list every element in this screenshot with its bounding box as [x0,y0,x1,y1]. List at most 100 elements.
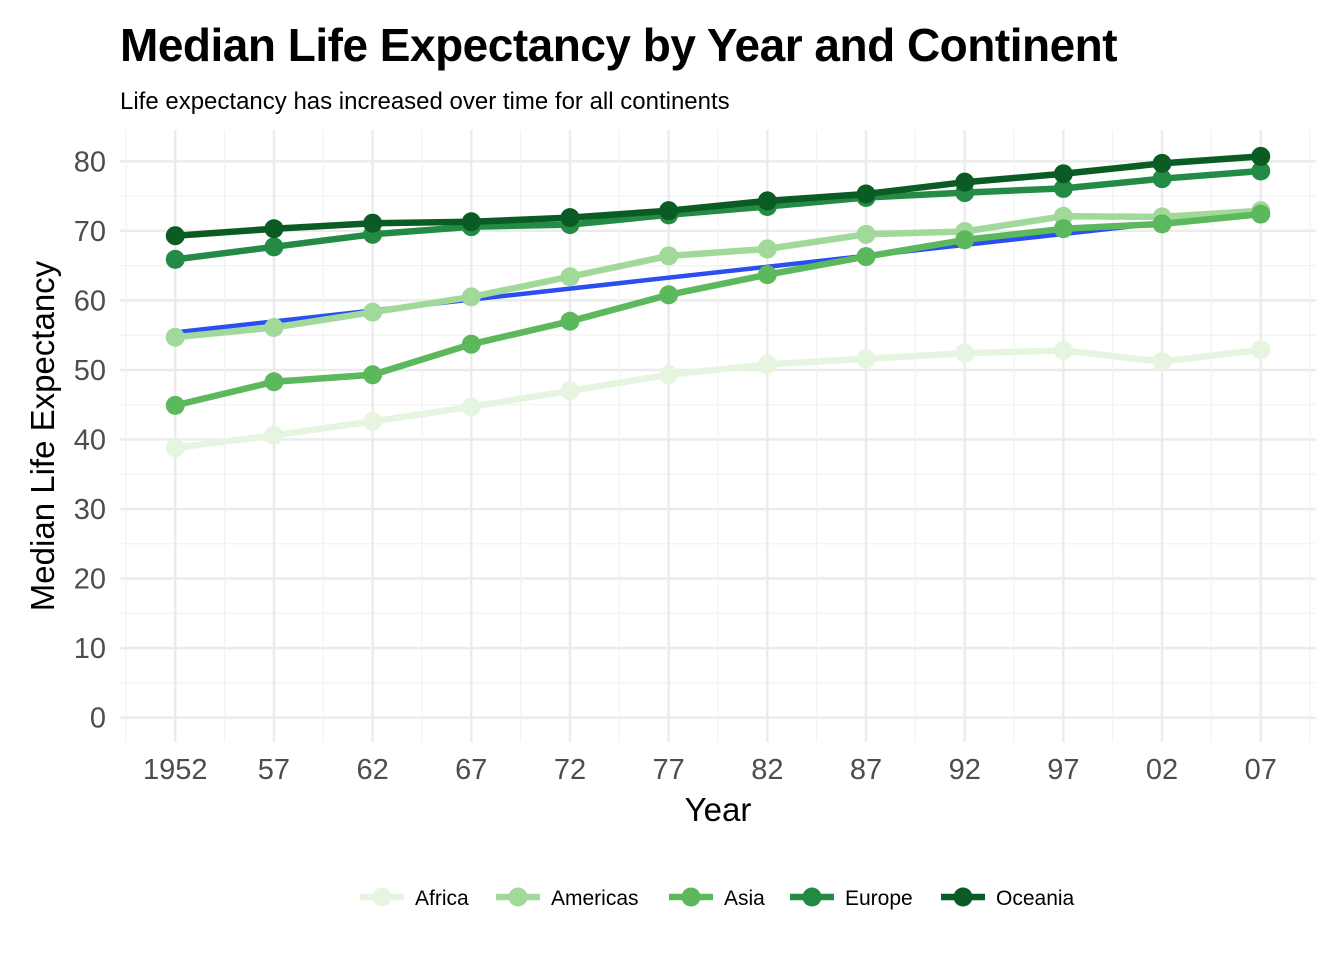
data-point [1251,204,1271,224]
x-tick-label: 97 [1047,754,1079,786]
data-point [659,201,679,221]
data-point [165,327,185,347]
legend-label: Asia [724,887,765,910]
data-point [264,425,284,445]
data-point [264,372,284,392]
y-tick-label: 70 [74,216,106,248]
data-point [1152,153,1172,173]
y-tick-label: 80 [74,146,106,178]
legend-label: Americas [551,887,639,910]
data-point [1251,146,1271,166]
data-point [856,184,876,204]
data-point [165,395,185,415]
data-point [560,208,580,228]
data-point [659,246,679,266]
y-tick-label: 30 [74,494,106,526]
data-point [461,212,481,232]
legend-key-point [372,887,392,907]
data-point [1152,352,1172,372]
grid [120,130,1316,742]
data-point [1053,340,1073,360]
data-point [165,249,185,269]
y-tick-label: 10 [74,633,106,665]
legend-item-asia: Asia [669,887,765,910]
x-tick-label: 87 [850,754,882,786]
data-point [165,226,185,246]
y-axis-ticks: 0 10 20 30 40 50 60 70 80 [74,146,106,734]
data-point [757,265,777,285]
series-line-americas [172,207,1264,341]
x-tick-label: 82 [751,754,783,786]
data-point [363,411,383,431]
data-point [856,349,876,369]
y-tick-label: 0 [90,703,106,735]
data-point [461,287,481,307]
y-tick-label: 60 [74,285,106,317]
series-line-oceania [172,153,1264,239]
legend-key-point [953,887,973,907]
legend-key-point [802,887,822,907]
x-axis-title: Year [685,791,752,828]
x-tick-label: 67 [455,754,487,786]
data-point [659,365,679,385]
legend: Africa Americas Asia Europe Oceania [360,887,1075,910]
data-point [1053,219,1073,239]
chart-subtitle: Life expectancy has increased over time … [120,88,730,115]
data-point [1251,161,1271,181]
chart-title: Median Life Expectancy by Year and Conti… [120,19,1118,71]
data-point [1053,164,1073,184]
data-point [363,365,383,385]
x-axis-ticks: 1952 57 62 67 72 77 82 87 92 97 02 07 [143,754,1277,786]
legend-item-americas: Americas [496,887,639,910]
legend-item-oceania: Oceania [941,887,1075,910]
data-point [461,334,481,354]
data-point [461,397,481,417]
data-point [264,237,284,257]
data-point [264,318,284,338]
legend-key-point [508,887,528,907]
legend-label: Africa [415,887,469,910]
data-point [659,285,679,305]
legend-label: Europe [845,887,913,910]
x-tick-label: 62 [356,754,388,786]
x-tick-label: 77 [653,754,685,786]
x-tick-label: 02 [1146,754,1178,786]
data-point [1152,214,1172,234]
data-point [955,172,975,192]
x-tick-label: 07 [1245,754,1277,786]
series-asia [165,204,1271,415]
x-tick-label: 57 [258,754,290,786]
legend-key-point [681,887,701,907]
data-point [757,354,777,374]
data-point [363,302,383,322]
legend-item-europe: Europe [790,887,913,910]
x-tick-label: 92 [949,754,981,786]
series-africa [165,340,1271,458]
series-line-asia [172,210,1264,409]
x-tick-label: 72 [554,754,586,786]
data-point [363,213,383,233]
data-point [955,343,975,363]
data-point [165,438,185,458]
data-point [757,239,777,259]
y-tick-label: 50 [74,355,106,387]
legend-item-africa: Africa [360,887,469,910]
series-line-europe [172,167,1264,263]
y-tick-label: 20 [74,564,106,596]
data-point [560,311,580,331]
data-point [757,191,777,211]
data-point [856,224,876,244]
data-point [560,381,580,401]
x-tick-label: 1952 [143,754,208,786]
data-point [955,230,975,250]
data-point [1251,340,1271,360]
data-point [1053,178,1073,198]
y-tick-label: 40 [74,424,106,456]
data-point [264,219,284,239]
series-line-africa [172,346,1264,452]
data-point [1152,169,1172,189]
data-point [856,247,876,267]
legend-label: Oceania [996,887,1075,910]
series-group [165,146,1271,458]
